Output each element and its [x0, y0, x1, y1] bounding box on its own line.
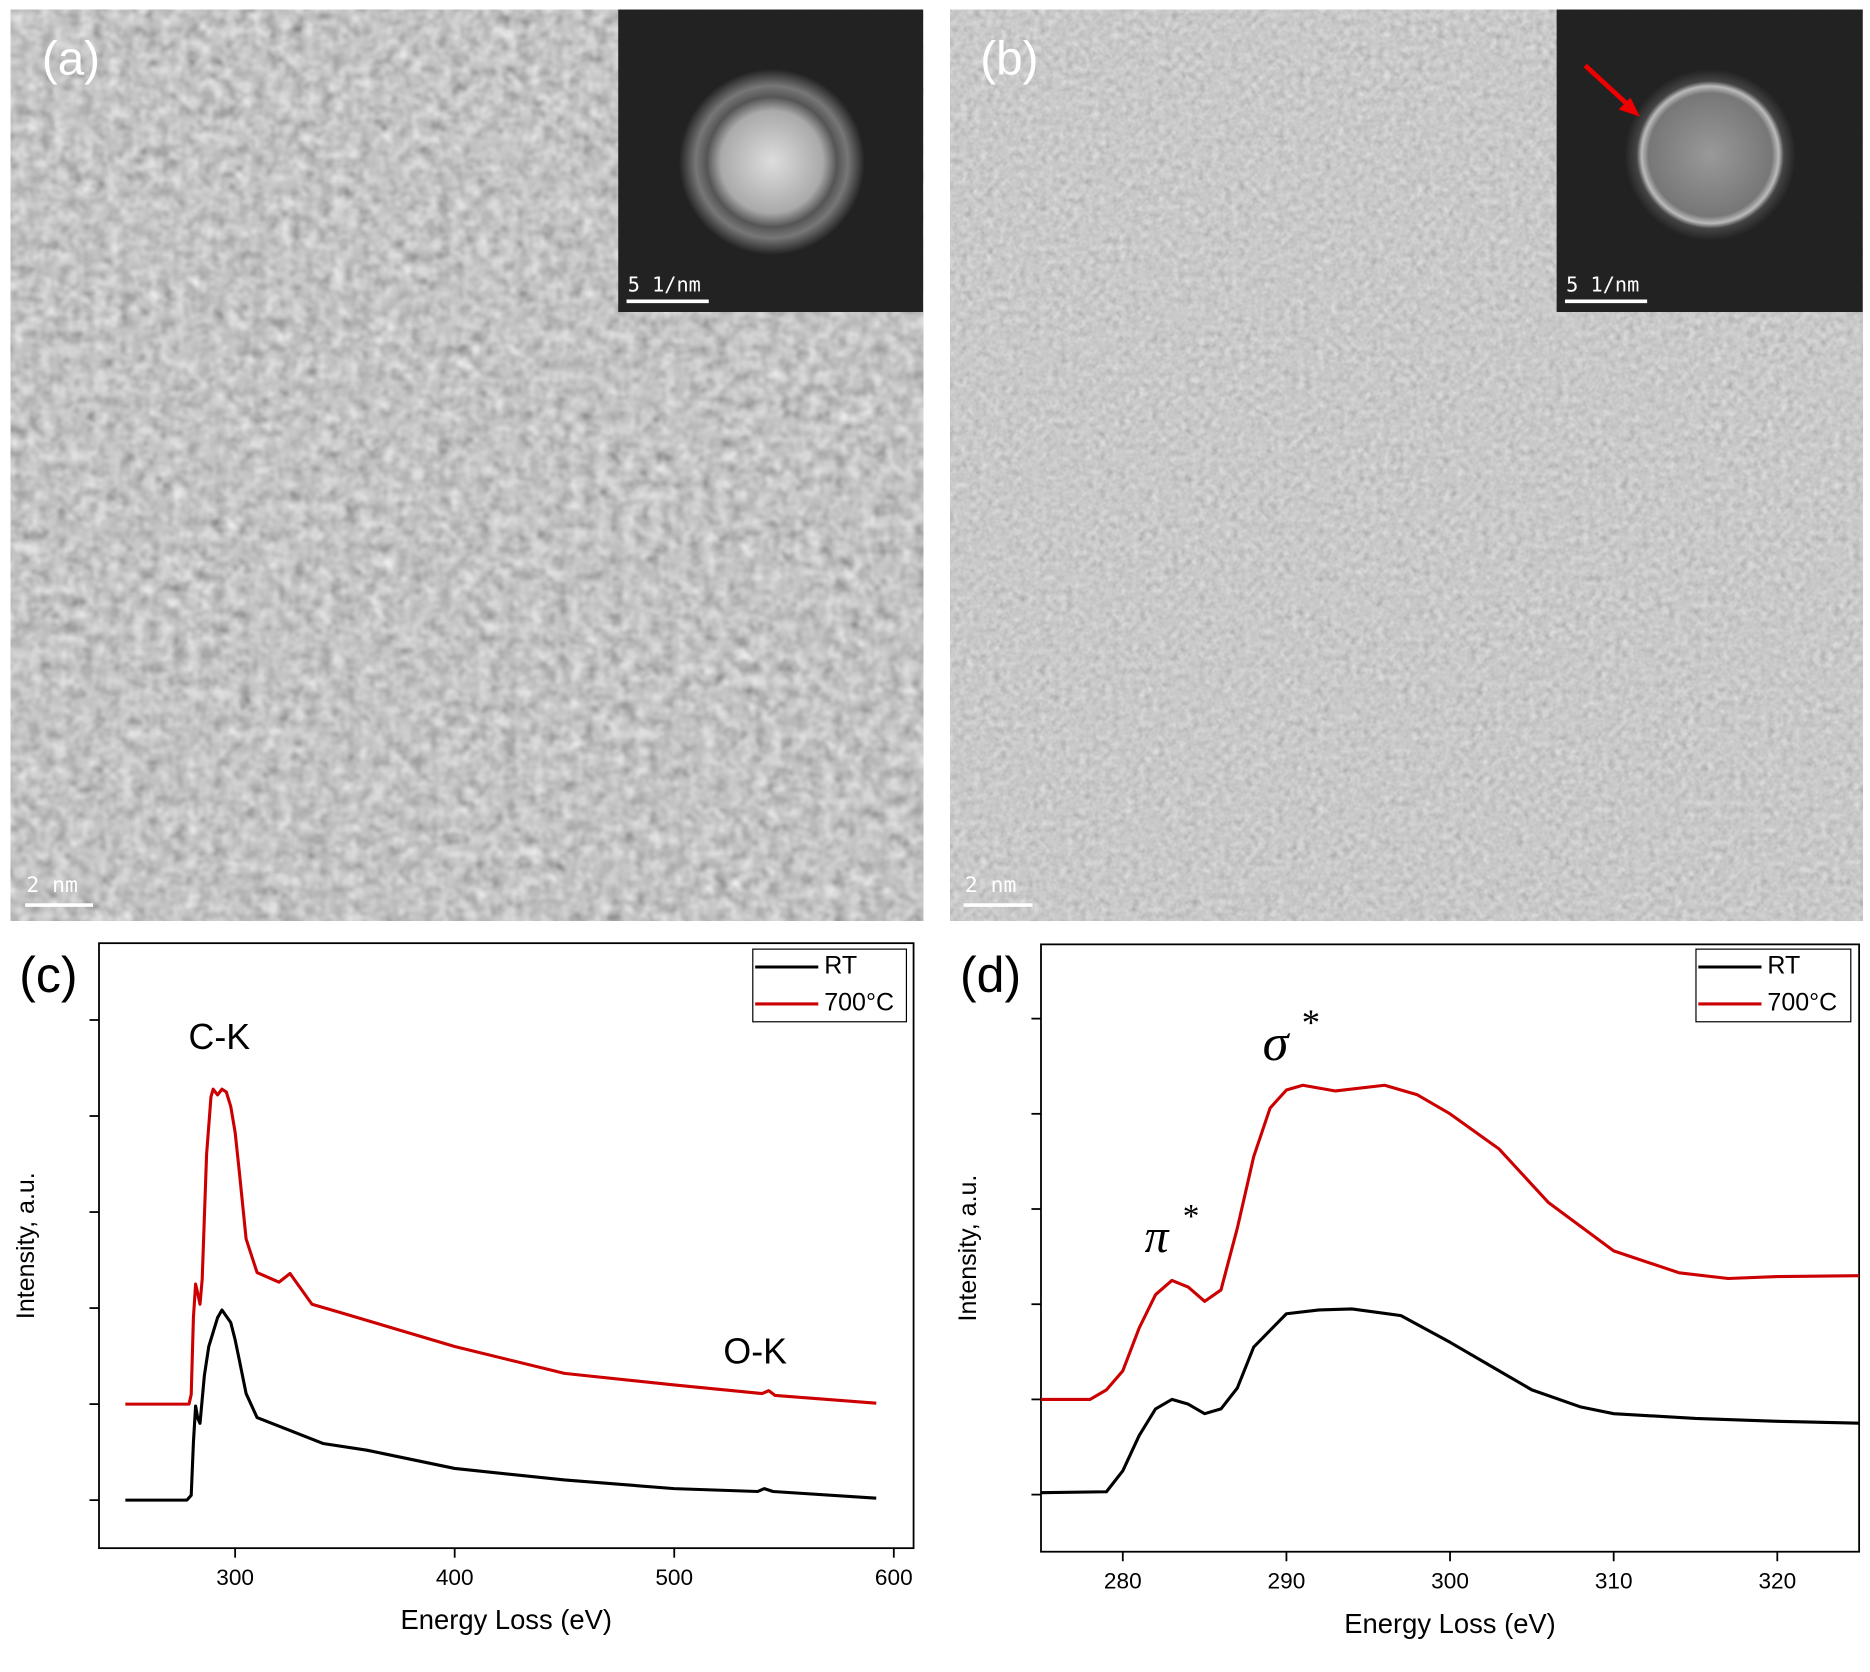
legend-box	[752, 948, 908, 1023]
inset-scale-label: 5 1/nm	[628, 272, 701, 296]
series-line	[1040, 1307, 1860, 1495]
annotation: O-K	[723, 1331, 787, 1371]
x-tick-label: 600	[875, 1565, 913, 1590]
legend-label: 700°C	[824, 989, 894, 1017]
annotation: π	[1145, 1211, 1170, 1263]
x-tick-label: 500	[655, 1565, 693, 1590]
x-tick-label: 320	[1758, 1569, 1796, 1594]
y-axis-label: Intensity, a.u.	[954, 1175, 982, 1322]
panel-label: (b)	[980, 33, 1038, 86]
x-axis-label: Energy Loss (eV)	[1344, 1608, 1556, 1639]
series-line	[1040, 1083, 1860, 1401]
fft-ring	[678, 69, 865, 255]
annotation: C-K	[189, 1017, 251, 1057]
legend-label: 700°C	[1767, 989, 1837, 1017]
inset-scale-label: 5 1/nm	[1566, 272, 1639, 296]
x-tick-label: 310	[1595, 1569, 1633, 1594]
arrow	[1583, 63, 1633, 109]
legend-label: RT	[1767, 952, 1800, 980]
annotation-superscript: *	[1183, 1198, 1200, 1235]
legend-box	[1695, 948, 1852, 1023]
x-tick-label: 280	[1104, 1569, 1142, 1594]
panel-label: (a)	[42, 33, 100, 86]
y-axis-label: Intensity, a.u.	[12, 1172, 40, 1319]
x-tick-label: 300	[216, 1565, 254, 1590]
series-line	[125, 1308, 877, 1502]
fft-ring	[1624, 69, 1797, 241]
x-tick-label: 400	[436, 1565, 474, 1590]
annotation: σ	[1263, 1014, 1291, 1072]
annotation-superscript: *	[1302, 1002, 1320, 1043]
panel-label: (c)	[19, 947, 77, 1003]
x-tick-label: 300	[1431, 1569, 1469, 1594]
scale-label: 2 nm	[26, 873, 78, 898]
x-axis-label: Energy Loss (eV)	[401, 1604, 613, 1635]
plot-frame	[98, 942, 915, 1550]
panel-label: (d)	[960, 947, 1021, 1003]
x-tick-label: 290	[1268, 1569, 1306, 1594]
arrow-head	[1618, 97, 1641, 117]
series-line	[125, 1087, 877, 1406]
scale-label: 2 nm	[965, 873, 1017, 898]
legend-label: RT	[824, 952, 857, 980]
